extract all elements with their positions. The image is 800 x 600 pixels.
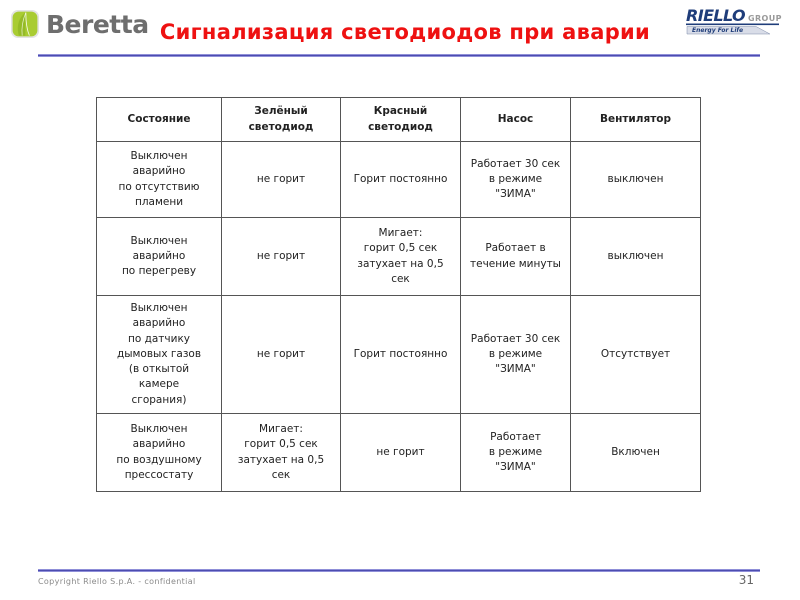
beretta-wordmark: Beretta (46, 9, 149, 39)
cell-fan: Включен (570, 413, 701, 492)
table-header-row: Состояние Зелёный светодиод Красный свет… (96, 97, 701, 142)
cell-fan: выключен (570, 217, 701, 296)
cell-state: Выключен аварийно по датчику дымовых газ… (96, 295, 222, 414)
cell-pump: Работает 30 сек в режиме "ЗИМА" (460, 295, 571, 414)
svg-text:GROUP: GROUP (748, 14, 782, 23)
table-row: Выключен аварийно по перегреву не горит … (96, 217, 701, 296)
cell-red-led: Мигает: горит 0,5 сек затухает на 0,5 се… (340, 217, 461, 296)
table-row: Выключен аварийно по отсутствию пламени … (96, 141, 701, 218)
footer-divider (38, 569, 760, 572)
cell-green-led: не горит (221, 141, 341, 218)
slide-header: Beretta Сигнализация светодиодов при ава… (0, 0, 800, 58)
header-divider (38, 54, 760, 57)
footer-copyright: Copyright Riello S.p.A. - confidential (38, 577, 196, 586)
riello-group-logo: RIELLO GROUP Energy For Life (686, 6, 782, 35)
page-title: Сигнализация светодиодов при аварии (159, 20, 651, 44)
cell-pump: Работает 30 сек в режиме "ЗИМА" (460, 141, 571, 218)
column-header-fan: Вентилятор (570, 97, 701, 142)
column-header-green-led: Зелёный светодиод (221, 97, 341, 142)
led-alarm-table-wrapper: Состояние Зелёный светодиод Красный свет… (96, 97, 701, 492)
cell-state: Выключен аварийно по перегреву (96, 217, 222, 296)
table-row: Выключен аварийно по датчику дымовых газ… (96, 295, 701, 414)
column-header-pump: Насос (460, 97, 571, 142)
svg-text:RIELLO: RIELLO (686, 6, 746, 25)
column-header-state: Состояние (96, 97, 222, 142)
cell-fan: выключен (570, 141, 701, 218)
cell-pump: Работает в режиме "ЗИМА" (460, 413, 571, 492)
led-alarm-table: Состояние Зелёный светодиод Красный свет… (96, 97, 701, 492)
cell-red-led: Горит постоянно (340, 141, 461, 218)
footer-page-number: 31 (738, 573, 754, 587)
beretta-logo: Beretta (10, 9, 149, 39)
cell-state: Выключен аварийно по воздушному прессост… (96, 413, 222, 492)
svg-text:Energy For Life: Energy For Life (692, 27, 743, 34)
cell-fan: Отсутствует (570, 295, 701, 414)
cell-green-led: не горит (221, 295, 341, 414)
beretta-leaf-icon (11, 10, 39, 38)
cell-pump: Работает в течение минуты (460, 217, 571, 296)
cell-state: Выключен аварийно по отсутствию пламени (96, 141, 222, 218)
column-header-red-led: Красный светодиод (340, 97, 461, 142)
cell-red-led: не горит (340, 413, 461, 492)
cell-green-led: Мигает: горит 0,5 сек затухает на 0,5 се… (221, 413, 341, 492)
cell-green-led: не горит (221, 217, 341, 296)
cell-red-led: Горит постоянно (340, 295, 461, 414)
table-row: Выключен аварийно по воздушному прессост… (96, 413, 701, 492)
